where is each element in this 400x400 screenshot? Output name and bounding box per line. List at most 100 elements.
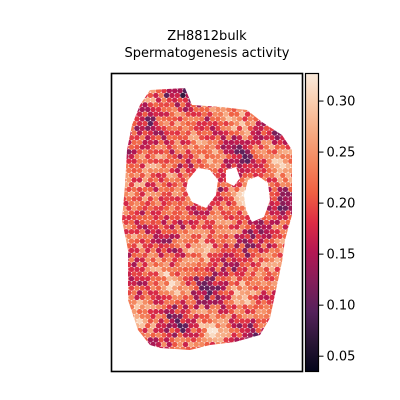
spot [150,219,156,225]
spot [123,200,129,207]
spot [220,210,226,216]
spot [161,172,167,178]
spot [239,290,245,296]
spot [115,149,120,154]
spot [131,102,137,108]
spot [244,318,251,324]
spot [228,318,235,324]
spot [161,135,167,141]
spot [174,167,181,174]
spot [228,346,235,350]
spot [212,280,218,287]
spot [288,158,292,164]
spot [217,252,224,258]
spot [169,318,175,324]
spot [190,280,197,287]
spot [239,308,245,315]
spot [180,318,186,324]
spot [209,144,216,150]
spot [236,341,243,348]
spot [242,238,248,244]
spot [215,285,221,291]
spot [155,313,162,319]
spot [142,280,148,287]
spot [269,238,275,244]
spot [185,205,191,211]
spot [115,300,120,305]
spot [185,252,191,258]
spot [142,290,148,296]
spot [158,111,164,117]
spot [155,229,162,235]
spot [180,196,186,202]
spot [182,294,189,301]
spot [263,229,270,235]
spot [239,102,245,108]
spot [282,177,289,183]
spot [142,186,148,193]
spot [163,327,170,334]
spot [196,149,202,155]
spot [215,182,221,188]
spot [207,290,213,296]
spot [185,196,191,202]
spot [242,257,248,263]
spot [134,285,140,291]
spot-layer [115,88,292,350]
spot [277,130,283,136]
spot [215,97,221,103]
spot [217,224,224,230]
spot [244,120,251,127]
spot [239,130,245,136]
spot [150,153,156,160]
spot [122,116,124,122]
spot [188,219,194,225]
spot [261,280,267,287]
spot [228,196,235,202]
spot [153,308,159,315]
spot [172,163,178,169]
spot [180,261,186,268]
spot [177,313,183,319]
spot [261,252,267,258]
spot [220,238,226,244]
spot [122,120,127,127]
spot [258,200,264,207]
spot [290,276,292,282]
spot [131,149,137,155]
spot [239,120,245,127]
spot [131,92,137,99]
spot [136,177,143,183]
spot [169,327,175,334]
spot [261,120,267,127]
spot [139,323,145,329]
spot [145,125,151,131]
spot [255,120,262,127]
spot [220,229,226,235]
spot [271,214,278,221]
spot [204,229,210,235]
spot [150,210,156,216]
spot [139,191,145,197]
spot [253,332,259,338]
spot [150,304,156,310]
spot [263,153,270,160]
spot [271,233,278,240]
spot [207,280,213,287]
spot [147,111,154,117]
spot [182,266,189,272]
spot [185,280,191,287]
spot [166,276,172,282]
spot [266,233,272,240]
spot [153,196,159,202]
spot [150,266,156,272]
spot [199,219,205,225]
spot [228,177,235,183]
spot [204,135,210,141]
spot [126,290,132,296]
spot [122,210,124,216]
spot [158,243,164,249]
spot [185,120,191,127]
spot [182,182,189,188]
spot [169,139,175,146]
